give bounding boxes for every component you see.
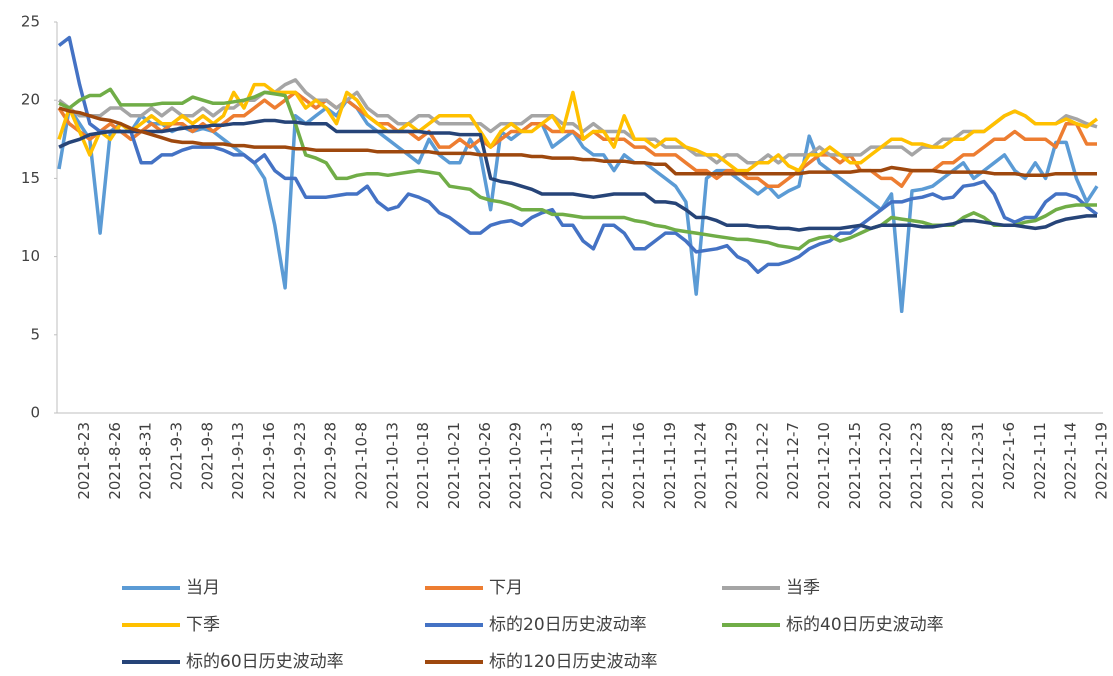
series-line <box>57 78 1098 165</box>
x-tick-label: 2021-10-21 <box>445 422 463 509</box>
x-tick-label: 2021-12-15 <box>846 422 864 509</box>
legend-label: 标的20日历史波动率 <box>489 615 647 635</box>
series-line <box>57 35 1099 274</box>
x-tick-label: 2021-12-20 <box>877 422 895 509</box>
x-tick-label: 2022-1-6 <box>1000 422 1018 490</box>
x-tick-label: 2021-9-23 <box>291 422 309 500</box>
x-tick-label: 2021-11-11 <box>599 422 617 509</box>
y-tick-label: 15 <box>21 169 40 187</box>
x-tick-label: 2021-9-28 <box>322 422 340 500</box>
y-tick-label: 10 <box>21 247 40 265</box>
legend-label: 标的120日历史波动率 <box>489 652 657 672</box>
x-tick-label: 2021-10-13 <box>383 422 401 509</box>
series-line <box>58 87 1097 251</box>
legend-label: 下季 <box>186 615 220 635</box>
x-tick-label: 2022-1-19 <box>1093 422 1111 500</box>
x-tick-label: 2021-8-23 <box>75 422 93 500</box>
series-line <box>57 82 1099 173</box>
x-tick-label: 2022-1-11 <box>1031 422 1049 500</box>
x-tick-label: 2021-11-3 <box>538 422 556 500</box>
x-tick-label: 2021-10-29 <box>507 422 525 509</box>
x-tick-label: 2021-9-16 <box>260 422 278 500</box>
x-tick-label: 2021-9-13 <box>229 422 247 500</box>
legend-label: 下月 <box>489 578 523 598</box>
x-tick-label: 2021-12-31 <box>969 422 987 509</box>
y-tick-label: 25 <box>21 13 40 31</box>
y-tick-label: 0 <box>30 404 40 422</box>
x-tick-label: 2021-8-31 <box>137 422 155 500</box>
legend-label: 标的60日历史波动率 <box>186 652 344 672</box>
x-tick-label: 2021-11-16 <box>630 422 648 509</box>
x-tick-label: 2021-12-10 <box>815 422 833 509</box>
x-tick-label: 2021-11-24 <box>692 422 710 509</box>
x-tick-label: 2021-10-26 <box>476 422 494 509</box>
legend-label: 当季 <box>786 578 820 598</box>
series-line <box>58 118 1097 232</box>
x-tick-label: 2021-11-8 <box>568 422 586 500</box>
series-line <box>58 106 1097 178</box>
x-tick-label: 2021-10-18 <box>414 422 432 509</box>
x-tick-label: 2021-12-2 <box>753 422 771 500</box>
x-tick-label: 2021-12-28 <box>938 422 956 509</box>
x-tick-label: 2022-1-14 <box>1062 422 1080 500</box>
legend-label: 当月 <box>186 578 220 598</box>
y-tick-label: 5 <box>30 325 40 343</box>
x-tick-label: 2021-12-23 <box>908 422 926 509</box>
x-tick-label: 2021-11-19 <box>661 422 679 509</box>
x-tick-label: 2021-10-8 <box>353 422 371 500</box>
x-tick-label: 2021-12-7 <box>784 422 802 500</box>
x-tick-label: 2021-8-26 <box>106 422 124 500</box>
legend-label: 标的40日历史波动率 <box>786 615 944 635</box>
x-tick-label: 2021-9-3 <box>168 422 186 490</box>
x-tick-label: 2021-11-29 <box>723 422 741 509</box>
y-tick-label: 20 <box>21 91 40 109</box>
x-tick-label: 2021-9-8 <box>198 422 216 490</box>
